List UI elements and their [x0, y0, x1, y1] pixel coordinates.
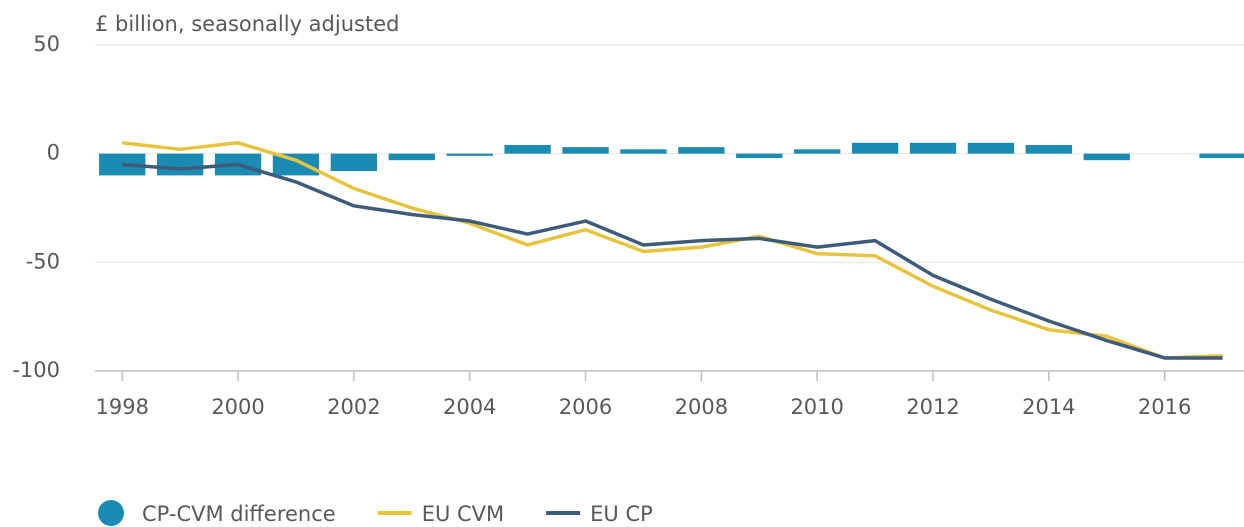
x-tick-label: 2004 — [443, 395, 496, 419]
bar — [446, 153, 493, 156]
y-tick-label: -50 — [26, 249, 60, 273]
bar — [736, 153, 783, 159]
bar — [504, 144, 551, 154]
axis-unit-title: £ billion, seasonally adjusted — [95, 12, 399, 36]
bar — [1199, 153, 1244, 159]
bar — [156, 153, 204, 176]
bar — [562, 147, 609, 154]
legend-swatch — [98, 500, 124, 526]
legend-label: EU CP — [590, 502, 653, 526]
bar — [678, 147, 725, 154]
x-tick-label: 2000 — [211, 395, 264, 419]
bar — [620, 149, 667, 154]
y-tick-label: 0 — [47, 141, 60, 165]
bar — [967, 142, 1015, 154]
x-tick-label: 2008 — [675, 395, 728, 419]
bar — [1083, 153, 1130, 161]
line — [122, 141, 1223, 360]
x-tick-label: 2012 — [906, 395, 959, 419]
bar — [388, 153, 435, 161]
x-tick-label: 2010 — [790, 395, 843, 419]
bar — [794, 149, 841, 154]
line — [122, 162, 1223, 360]
x-tick-label: 1998 — [95, 395, 148, 419]
bar — [909, 142, 957, 154]
legend-label: EU CVM — [422, 502, 504, 526]
x-tick-label: 2016 — [1138, 395, 1191, 419]
bar — [272, 153, 320, 176]
legend-label: CP-CVM difference — [142, 502, 336, 526]
x-tick-label: 2002 — [327, 395, 380, 419]
y-tick-label: 50 — [33, 32, 60, 56]
bar — [851, 142, 899, 154]
x-tick-label: 2006 — [559, 395, 612, 419]
bar — [1025, 144, 1072, 154]
bar — [330, 153, 378, 172]
y-tick-label: -100 — [12, 358, 60, 382]
x-tick-label: 2014 — [1022, 395, 1075, 419]
